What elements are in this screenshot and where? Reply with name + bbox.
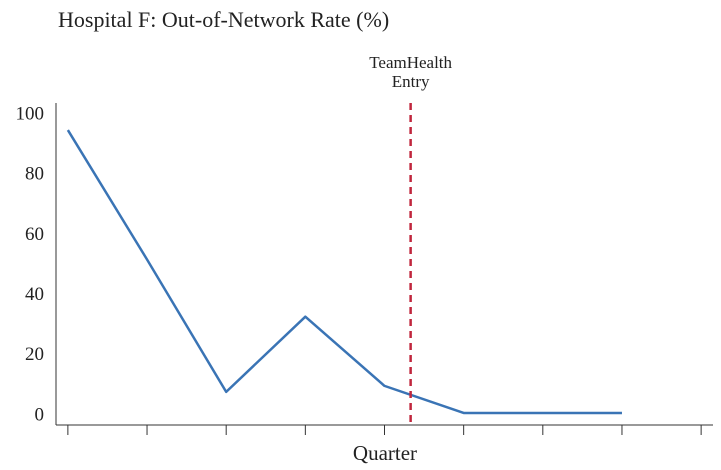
y-tick-label: 0	[35, 404, 45, 425]
y-tick-label: 100	[16, 103, 45, 124]
chart-title: Hospital F: Out-of-Network Rate (%)	[58, 7, 389, 32]
annotation-label: TeamHealth	[369, 53, 452, 72]
annotation-label: Entry	[392, 72, 430, 91]
y-tick-label: 80	[25, 164, 44, 185]
y-tick-label: 60	[25, 224, 44, 245]
x-axis-label: Quarter	[353, 441, 417, 465]
data-line	[66, 129, 622, 415]
y-tick-label: 20	[25, 344, 44, 365]
y-tick-label: 40	[25, 284, 44, 305]
